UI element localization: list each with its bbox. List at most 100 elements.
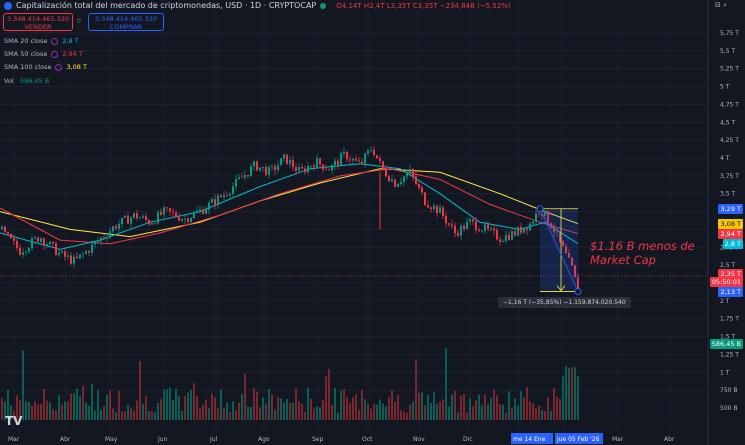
candle-body — [391, 179, 393, 182]
price-label: 586,45 B — [709, 339, 743, 349]
volume-bar — [37, 404, 39, 420]
indicator-sma50[interactable]: SMA 50 close 2,94 T — [4, 50, 83, 58]
candle-body — [529, 223, 531, 231]
volume-bar — [364, 399, 366, 420]
volume-bar — [433, 392, 435, 420]
candle-body — [16, 240, 18, 248]
candle-body — [82, 253, 84, 255]
candle-body — [157, 211, 159, 224]
y-tick-label: 2 T — [720, 298, 730, 305]
candle-body — [181, 219, 183, 221]
y-tick-label: 5 T — [720, 84, 730, 91]
volume-bar — [76, 388, 78, 420]
volume-bar — [340, 390, 342, 420]
indicator-name: SMA 100 close — [4, 63, 52, 71]
candle-body — [100, 237, 102, 241]
volume-bar — [316, 406, 318, 420]
candle-body — [46, 244, 48, 246]
volume-bar — [523, 397, 525, 420]
volume-bar — [379, 399, 381, 420]
volume-bar — [67, 401, 69, 420]
settings-icon[interactable] — [51, 37, 59, 45]
x-tick-label: May — [105, 436, 118, 443]
candle-body — [154, 223, 156, 225]
chart-title[interactable]: Capitalización total del mercado de crip… — [16, 1, 317, 10]
indicator-sma100[interactable]: SMA 100 close 3,08 T — [4, 63, 87, 71]
volume-bar — [319, 407, 321, 420]
candle-body — [73, 256, 75, 264]
candle-body — [379, 158, 381, 162]
indicator-volume[interactable]: Vol 586,45 B — [4, 77, 49, 85]
candle-body — [568, 253, 570, 258]
x-tick-label: Dic — [463, 436, 473, 443]
sell-button[interactable]: 3.348.414.465.320 VENDER — [3, 13, 73, 31]
volume-bar — [205, 399, 207, 420]
volume-bar — [484, 394, 486, 420]
candle-body — [322, 164, 324, 170]
volume-bar — [292, 403, 294, 420]
candle-body — [511, 231, 513, 240]
candle-body — [505, 234, 507, 241]
candle-body — [91, 244, 93, 253]
volume-bar — [553, 388, 555, 420]
volume-bar — [334, 387, 336, 420]
candle-body — [532, 221, 534, 224]
candle-body — [436, 205, 438, 214]
indicator-sma20[interactable]: SMA 20 close 2,8 T — [4, 37, 79, 45]
candle-body — [106, 237, 108, 238]
volume-bar — [121, 411, 123, 420]
buy-button[interactable]: 3.348.414.465.320 COMPRAR — [88, 13, 164, 31]
settings-icon[interactable] — [51, 50, 59, 58]
candle-body — [187, 218, 189, 223]
volume-bar — [367, 403, 369, 420]
volume-bar — [331, 404, 333, 420]
volume-bar — [304, 411, 306, 420]
candle-body — [97, 240, 99, 242]
candle-body — [448, 223, 450, 225]
symbol-icon — [4, 1, 12, 10]
candle-body — [79, 254, 81, 259]
volume-bar — [511, 407, 513, 420]
toolbar-icons[interactable]: ⊟ ⌕ — [715, 1, 728, 9]
candle-body — [328, 169, 330, 171]
volume-bar — [475, 400, 477, 420]
volume-bar — [247, 406, 249, 420]
candle-body — [310, 165, 312, 167]
candle-body — [256, 161, 258, 171]
volume-bar — [409, 404, 411, 420]
volume-bar — [226, 402, 228, 420]
candle-body — [199, 209, 201, 211]
candle-body — [229, 193, 231, 196]
candle-body — [37, 237, 39, 242]
candle-body — [517, 226, 519, 236]
volume-bar — [142, 404, 144, 420]
candle-body — [454, 225, 456, 234]
volume-bar — [82, 385, 84, 420]
candle-body — [427, 205, 429, 208]
candle-body — [124, 215, 126, 218]
annotation-text[interactable]: $1.16 B menos de Market Cap — [590, 239, 695, 267]
candle-body — [148, 219, 150, 225]
volume-bar — [118, 390, 120, 420]
candle-body — [247, 175, 249, 177]
volume-bar — [10, 405, 12, 420]
volume-bar — [238, 402, 240, 420]
measure-handle — [574, 288, 582, 296]
volume-bar — [187, 392, 189, 420]
volume-bar — [235, 410, 237, 420]
volume-bar — [52, 409, 54, 420]
candle-body — [49, 241, 51, 245]
candle-body — [559, 231, 561, 242]
settings-icon[interactable] — [55, 63, 63, 71]
volume-bar — [145, 396, 147, 420]
volume-bar — [505, 412, 507, 420]
volume-bar — [322, 400, 324, 420]
candle-body — [76, 256, 78, 259]
y-tick-label: 1,25 T — [720, 351, 739, 358]
candle-body — [292, 160, 294, 168]
volume-bar — [424, 405, 426, 420]
volume-bar — [124, 411, 126, 420]
volume-bar — [538, 405, 540, 420]
tradingview-logo[interactable]: TV — [5, 414, 23, 428]
